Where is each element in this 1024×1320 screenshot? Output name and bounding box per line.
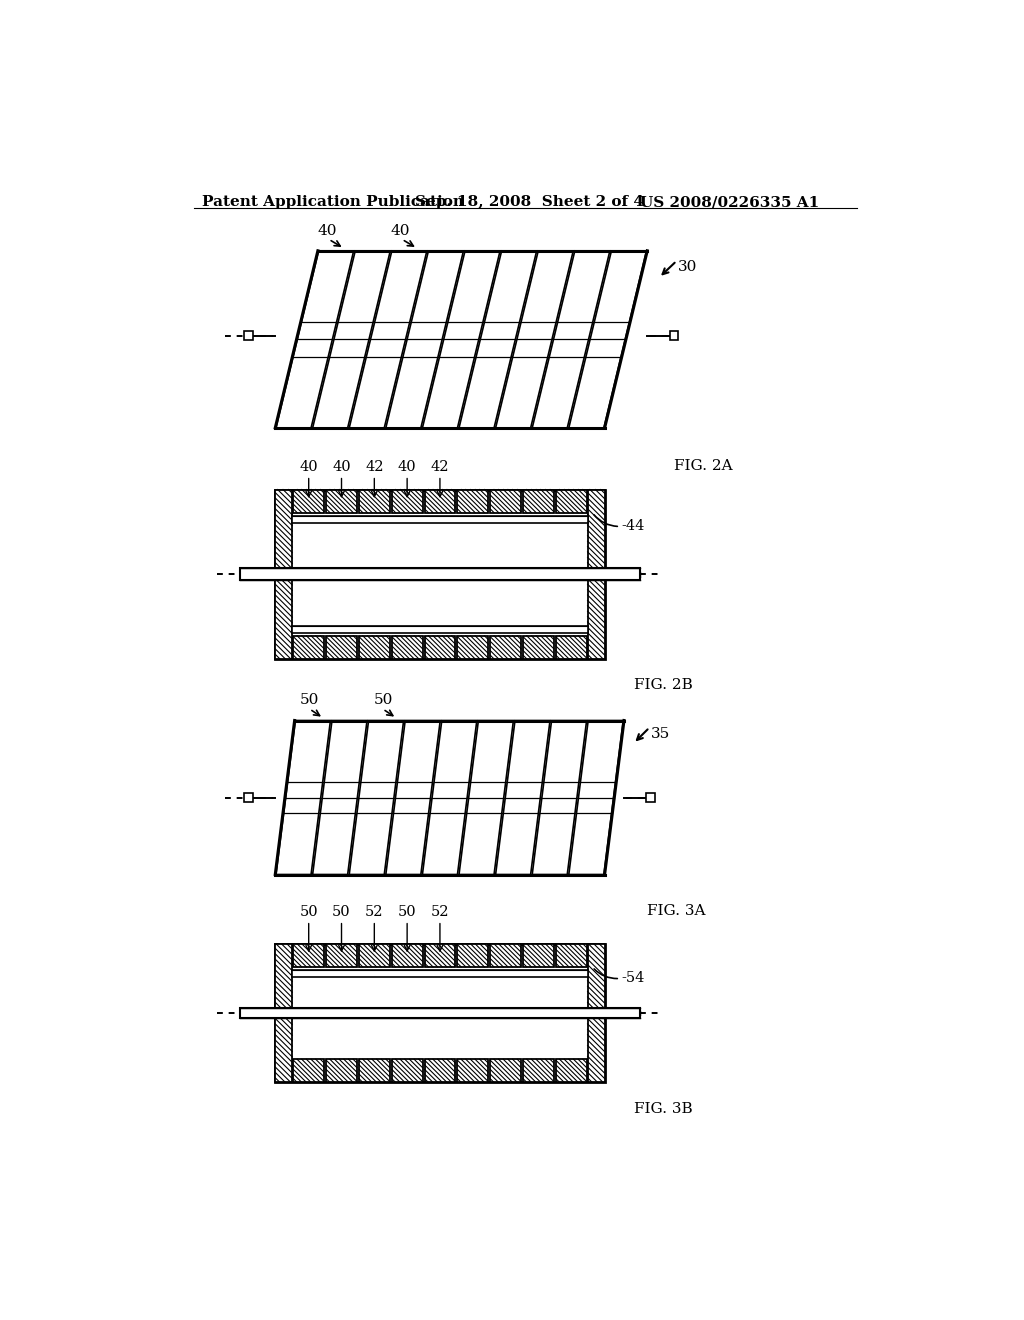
Polygon shape	[423, 721, 477, 875]
Text: 50: 50	[300, 693, 319, 708]
Bar	[425, 1059, 456, 1082]
Polygon shape	[568, 721, 624, 875]
Bar	[293, 944, 325, 966]
Text: FIG. 2A: FIG. 2A	[675, 459, 733, 473]
Text: 40: 40	[317, 223, 337, 238]
Polygon shape	[386, 251, 464, 428]
Text: 50: 50	[374, 693, 393, 708]
Text: -44: -44	[622, 520, 645, 533]
Text: 52: 52	[366, 906, 384, 919]
Polygon shape	[423, 251, 500, 428]
Polygon shape	[276, 251, 353, 428]
Bar	[392, 636, 423, 659]
Bar	[646, 793, 655, 801]
Polygon shape	[459, 721, 513, 875]
Polygon shape	[496, 251, 573, 428]
Text: FIG. 3B: FIG. 3B	[634, 1102, 692, 1115]
Bar	[293, 1059, 325, 1082]
Bar	[293, 636, 325, 659]
Bar	[275, 490, 604, 659]
Bar	[358, 944, 390, 966]
Bar	[245, 331, 253, 339]
Bar	[425, 490, 456, 512]
Bar	[588, 490, 604, 659]
Bar	[425, 944, 456, 966]
Text: FIG. 3A: FIG. 3A	[647, 904, 706, 917]
Bar	[458, 636, 488, 659]
Bar	[556, 944, 587, 966]
Bar	[392, 490, 423, 512]
Text: 40: 40	[299, 461, 318, 474]
Text: 40: 40	[397, 461, 417, 474]
Polygon shape	[312, 251, 390, 428]
Text: 52: 52	[431, 906, 450, 919]
Bar	[458, 1059, 488, 1082]
Polygon shape	[312, 721, 367, 875]
Text: 35: 35	[651, 726, 671, 741]
Polygon shape	[386, 721, 440, 875]
Polygon shape	[532, 721, 587, 875]
Bar	[275, 944, 292, 1082]
Bar	[523, 1059, 554, 1082]
Bar	[490, 490, 521, 512]
Bar	[490, 944, 521, 966]
Polygon shape	[276, 721, 331, 875]
Text: 40: 40	[332, 461, 351, 474]
Bar	[326, 636, 357, 659]
Polygon shape	[568, 251, 646, 428]
Bar	[556, 490, 587, 512]
Text: 50: 50	[299, 906, 318, 919]
Text: 50: 50	[397, 906, 417, 919]
Bar	[326, 944, 357, 966]
Polygon shape	[496, 721, 550, 875]
Bar	[358, 490, 390, 512]
Bar	[392, 1059, 423, 1082]
Polygon shape	[349, 721, 403, 875]
Bar	[292, 970, 588, 977]
Bar	[588, 944, 604, 1082]
Bar	[292, 516, 588, 523]
Bar	[292, 626, 588, 632]
Bar	[392, 944, 423, 966]
Bar	[523, 636, 554, 659]
Text: US 2008/0226335 A1: US 2008/0226335 A1	[640, 195, 819, 210]
Bar	[556, 636, 587, 659]
Polygon shape	[349, 251, 427, 428]
Bar	[275, 944, 604, 1082]
Text: -54: -54	[622, 972, 645, 986]
Bar	[425, 636, 456, 659]
Text: 40: 40	[390, 223, 410, 238]
Text: 42: 42	[431, 461, 450, 474]
Bar	[293, 490, 325, 512]
Polygon shape	[459, 251, 537, 428]
Bar	[241, 568, 640, 581]
Text: FIG. 2B: FIG. 2B	[634, 678, 693, 692]
Bar	[458, 490, 488, 512]
Text: 50: 50	[332, 906, 351, 919]
Bar	[490, 1059, 521, 1082]
Polygon shape	[532, 251, 610, 428]
Bar	[523, 490, 554, 512]
Text: 42: 42	[366, 461, 384, 474]
Bar	[358, 636, 390, 659]
Bar	[490, 636, 521, 659]
Bar	[670, 331, 678, 339]
Bar	[245, 793, 253, 801]
Text: Patent Application Publication: Patent Application Publication	[202, 195, 464, 210]
Bar	[326, 1059, 357, 1082]
Text: Sep. 18, 2008  Sheet 2 of 4: Sep. 18, 2008 Sheet 2 of 4	[415, 195, 644, 210]
Bar	[458, 944, 488, 966]
Bar	[275, 490, 292, 659]
Bar	[326, 490, 357, 512]
Bar	[523, 944, 554, 966]
Bar	[241, 1007, 640, 1019]
Text: 30: 30	[678, 260, 697, 275]
Bar	[556, 1059, 587, 1082]
Bar	[358, 1059, 390, 1082]
